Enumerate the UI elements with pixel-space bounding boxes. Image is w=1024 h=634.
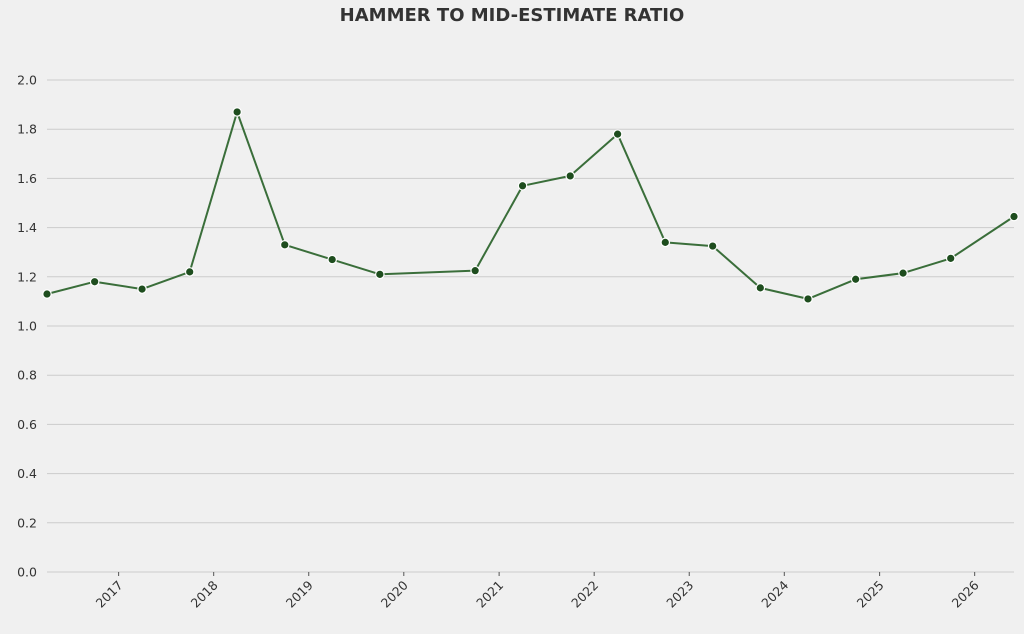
y-tick-label: 1.6 bbox=[17, 171, 37, 186]
y-tick-label: 1.2 bbox=[17, 269, 37, 284]
x-tick-label: 2020 bbox=[378, 577, 411, 610]
data-point bbox=[137, 284, 147, 294]
x-tick-label: 2017 bbox=[93, 578, 126, 611]
y-axis-ticks: 0.0 0.2 0.4 0.6 0.8 1.0 1.2 1.4 1.6 1.8 2.0 bbox=[17, 73, 37, 580]
data-point bbox=[42, 289, 52, 299]
data-point bbox=[945, 253, 956, 264]
data-point bbox=[850, 274, 861, 285]
data-point bbox=[517, 180, 528, 191]
y-tick-label: 2.0 bbox=[17, 73, 37, 88]
x-tick-label: 2022 bbox=[568, 578, 601, 611]
series-line bbox=[46, 111, 1015, 300]
y-tick-label: 0.4 bbox=[17, 466, 37, 481]
grid-lines bbox=[47, 79, 1014, 573]
data-point bbox=[375, 269, 385, 280]
x-tick-label: 2024 bbox=[758, 577, 791, 610]
y-tick-label: 1.8 bbox=[17, 122, 37, 137]
data-point bbox=[565, 171, 576, 181]
data-point bbox=[755, 283, 766, 293]
y-tick-label: 1.4 bbox=[17, 220, 37, 235]
y-tick-label: 1.0 bbox=[17, 319, 37, 334]
data-point bbox=[470, 265, 480, 276]
data-point bbox=[898, 268, 908, 278]
x-tick-label: 2025 bbox=[854, 578, 887, 611]
x-tick-label: 2019 bbox=[283, 577, 316, 610]
y-tick-label: 0.8 bbox=[17, 368, 37, 383]
data-point bbox=[612, 129, 623, 139]
data-point bbox=[184, 267, 195, 277]
data-point bbox=[1009, 211, 1019, 222]
data-point bbox=[707, 241, 718, 251]
data-point bbox=[803, 294, 813, 304]
y-tick-label: 0.6 bbox=[17, 417, 37, 432]
chart-title: HAMMER TO MID-ESTIMATE RATIO bbox=[340, 5, 685, 26]
data-point bbox=[89, 276, 100, 287]
x-axis-ticks: 2017 2018 2019 2020 2021 2022 2023 2024 2025 2026 bbox=[93, 572, 982, 611]
x-tick-label: 2023 bbox=[663, 578, 696, 611]
data-point bbox=[327, 254, 337, 265]
y-tick-label: 0.0 bbox=[17, 565, 37, 580]
y-tick-label: 0.2 bbox=[17, 515, 37, 530]
series bbox=[42, 107, 1019, 304]
x-tick-label: 2021 bbox=[473, 578, 506, 611]
data-point bbox=[279, 240, 290, 250]
data-point bbox=[660, 237, 671, 248]
data-point bbox=[232, 107, 242, 117]
x-tick-label: 2018 bbox=[188, 577, 221, 610]
x-tick-label: 2026 bbox=[949, 577, 982, 610]
